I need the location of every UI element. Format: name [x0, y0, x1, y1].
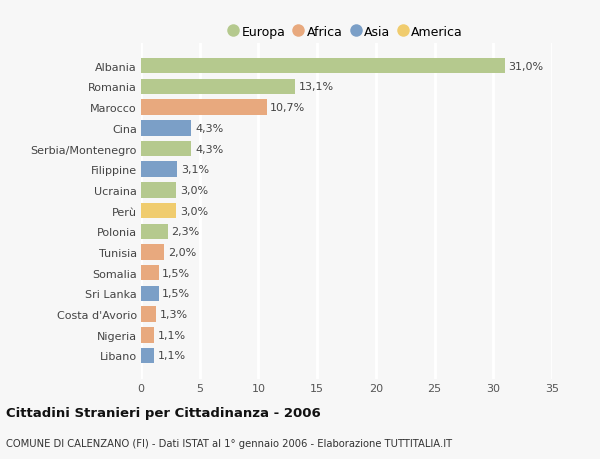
Text: 2,3%: 2,3% [172, 227, 200, 237]
Text: 3,0%: 3,0% [180, 206, 208, 216]
Bar [141, 162, 178, 178]
Bar [141, 348, 154, 364]
Text: 3,0%: 3,0% [180, 185, 208, 196]
Bar [141, 307, 156, 322]
Bar [141, 327, 154, 343]
Text: 10,7%: 10,7% [270, 103, 305, 113]
Bar [141, 265, 158, 281]
Bar [141, 100, 266, 116]
Bar [141, 121, 191, 136]
Text: 1,5%: 1,5% [162, 268, 190, 278]
Bar [141, 224, 168, 240]
Bar [141, 183, 176, 198]
Text: 13,1%: 13,1% [298, 82, 334, 92]
Bar [141, 59, 505, 74]
Text: 1,5%: 1,5% [162, 289, 190, 299]
Bar [141, 141, 191, 157]
Text: COMUNE DI CALENZANO (FI) - Dati ISTAT al 1° gennaio 2006 - Elaborazione TUTTITAL: COMUNE DI CALENZANO (FI) - Dati ISTAT al… [6, 438, 452, 448]
Bar [141, 79, 295, 95]
Legend: Europa, Africa, Asia, America: Europa, Africa, Asia, America [225, 22, 468, 45]
Text: 4,3%: 4,3% [195, 144, 223, 154]
Text: 1,1%: 1,1% [157, 351, 185, 361]
Bar [141, 203, 176, 219]
Text: 3,1%: 3,1% [181, 165, 209, 175]
Bar [141, 245, 164, 260]
Text: 1,1%: 1,1% [157, 330, 185, 340]
Text: 2,0%: 2,0% [168, 247, 196, 257]
Bar [141, 286, 158, 302]
Text: 31,0%: 31,0% [509, 62, 544, 72]
Text: 4,3%: 4,3% [195, 123, 223, 134]
Text: Cittadini Stranieri per Cittadinanza - 2006: Cittadini Stranieri per Cittadinanza - 2… [6, 406, 321, 419]
Text: 1,3%: 1,3% [160, 309, 188, 319]
